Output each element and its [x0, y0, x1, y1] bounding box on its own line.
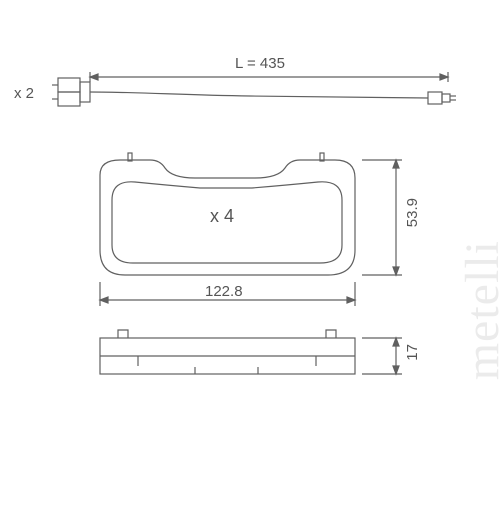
backing-plate [100, 330, 355, 374]
height-label: 53.9 [404, 198, 421, 227]
width-label: 122.8 [205, 283, 243, 300]
diagram-canvas: x 2 L = 435 x 4 122.8 53.9 17 metelli [0, 0, 500, 500]
backing-height-dim [362, 338, 402, 374]
watermark: metelli [455, 240, 500, 380]
cable [90, 92, 456, 104]
cable-length-label: L = 435 [235, 55, 285, 72]
backing-height-label: 17 [404, 344, 421, 361]
cable-length-dim [90, 72, 448, 82]
qty-connector-label: x 2 [14, 85, 34, 102]
connector-part [52, 78, 90, 106]
height-dim [362, 160, 402, 275]
qty-pad-label: x 4 [210, 206, 234, 227]
technical-drawing [0, 0, 500, 500]
